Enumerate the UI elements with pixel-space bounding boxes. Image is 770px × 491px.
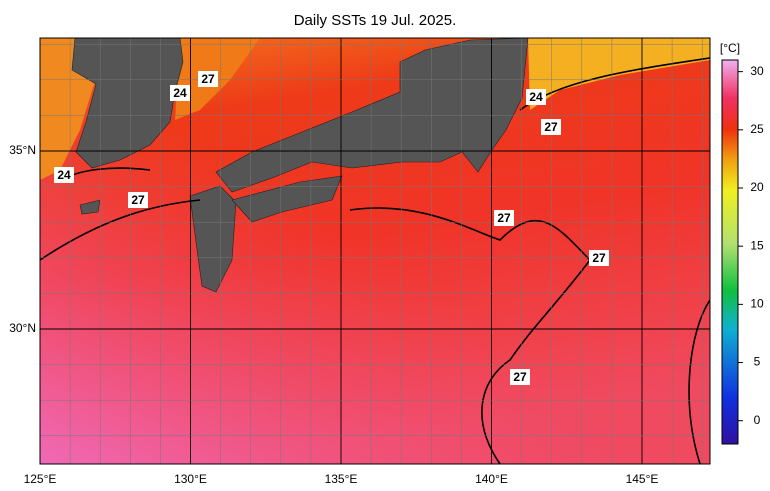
contour-label-box xyxy=(128,192,148,208)
lon-label: 130°E xyxy=(174,472,207,486)
colorbar-tick-label: 30 xyxy=(750,64,764,78)
colorbar-tick-label: 15 xyxy=(750,238,764,252)
contour-label: 24 xyxy=(57,168,71,182)
colorbar-tick-label: 20 xyxy=(750,180,764,194)
lat-label: 30°N xyxy=(9,321,36,335)
contour-label: 27 xyxy=(497,211,511,225)
contour-label-box xyxy=(54,167,74,183)
contour-label-box xyxy=(198,71,218,87)
colorbar-tick-label: 10 xyxy=(750,297,764,311)
contour-label-box xyxy=(589,250,609,266)
colorbar-tick-label: 25 xyxy=(750,122,764,136)
land-korea xyxy=(71,38,184,169)
lon-label: 140°E xyxy=(475,472,508,486)
contour-label: 27 xyxy=(592,251,606,265)
contour-label-box xyxy=(510,369,530,385)
contour-label: 24 xyxy=(173,86,187,100)
lon-label: 145°E xyxy=(626,472,659,486)
lon-label: 135°E xyxy=(325,472,358,486)
contour-label: 27 xyxy=(201,72,215,86)
contour-label-box xyxy=(541,119,561,135)
contour-label-box xyxy=(526,89,546,105)
contour-label: 24 xyxy=(529,90,543,104)
map-title: Daily SSTs 19 Jul. 2025. xyxy=(294,12,457,29)
lat-label: 35°N xyxy=(9,143,36,157)
map-area xyxy=(40,38,710,464)
colorbar-unit: [°C] xyxy=(720,41,740,55)
colorbar-tick-label: 5 xyxy=(754,355,761,369)
contour-label: 27 xyxy=(131,193,145,207)
land-kyushu xyxy=(189,185,237,293)
contour-label-box xyxy=(170,85,190,101)
contour-label-box xyxy=(494,210,514,226)
cool-water xyxy=(528,38,710,110)
land-island xyxy=(79,199,101,215)
lon-label: 125°E xyxy=(24,472,57,486)
contour-label: 27 xyxy=(513,370,527,384)
map-frame xyxy=(39,37,711,465)
colorbar-tick-label: 0 xyxy=(754,413,761,427)
colorbar xyxy=(721,59,739,445)
contour-label: 27 xyxy=(544,120,558,134)
land-honshu xyxy=(215,38,529,193)
